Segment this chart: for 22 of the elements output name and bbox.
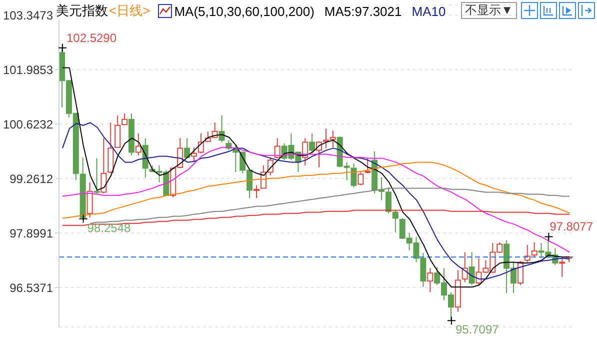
y-tick-label: 100.6232	[2, 117, 54, 132]
candlestick	[454, 270, 461, 312]
y-tick-label: 103.3473	[2, 8, 54, 22]
y-tick-label: 96.5371	[10, 280, 54, 295]
candlestick	[135, 132, 142, 156]
chart-subtitle: <日线>	[109, 2, 150, 20]
text: MA10	[412, 4, 446, 18]
chart-title: 美元指数	[56, 2, 108, 20]
y-tick-label: 97.8991	[10, 226, 54, 240]
text: MA5:97.3021	[324, 4, 402, 18]
line-series	[90, 188, 570, 224]
candlestick	[128, 112, 134, 156]
line-series	[62, 162, 570, 219]
annotation: 97.8077	[550, 220, 594, 234]
annotation: 不显示▼	[461, 2, 517, 19]
y-tick-label: 99.2612	[10, 172, 54, 186]
annotation: MA(5,10,30,60,100,200)	[174, 4, 314, 18]
annotation: 98.2548	[87, 220, 132, 235]
candlestick	[427, 268, 434, 293]
y-tick-label: 101.9853	[2, 62, 54, 77]
annotation: 95.7097	[455, 322, 500, 337]
annotation: 102.5290	[66, 30, 117, 45]
